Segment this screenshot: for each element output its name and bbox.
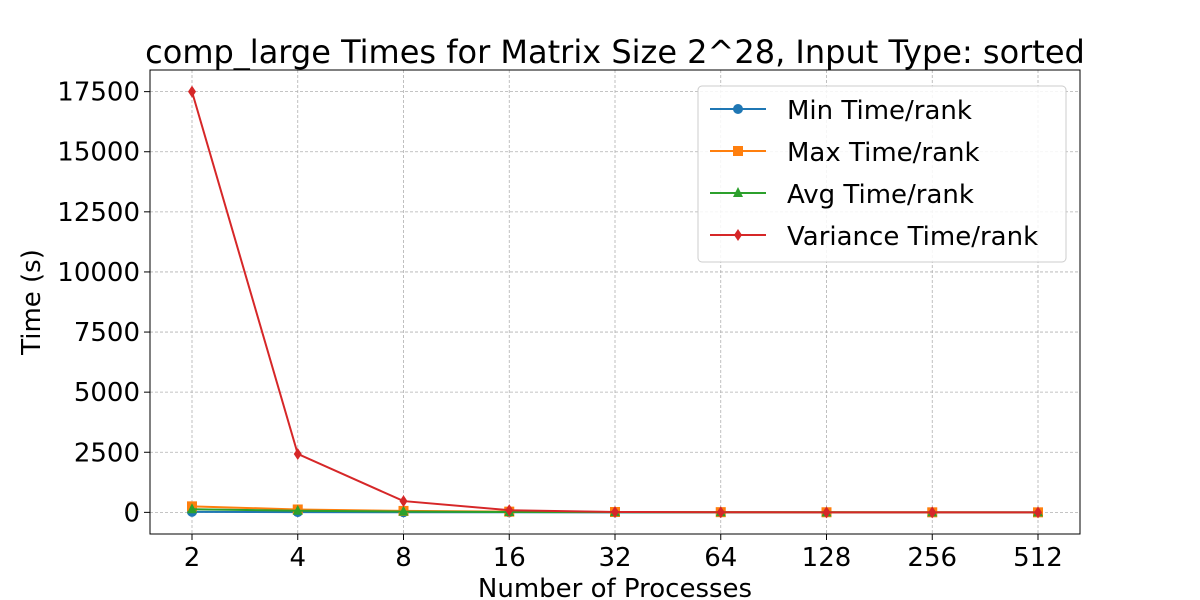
data-point [822,506,831,519]
x-tick-label: 64 [704,543,737,573]
x-tick-label: 8 [395,543,412,573]
y-tick-label: 10000 [57,258,140,288]
y-tick-label: 5000 [74,378,140,408]
legend-label: Max Time/rank [787,138,980,168]
data-point [292,504,303,515]
data-point [505,504,514,517]
y-tick-label: 0 [123,498,140,528]
y-tick-label: 7500 [74,318,140,348]
y-tick-label: 15000 [57,138,140,168]
data-point [398,505,409,516]
legend-marker [733,187,743,197]
legend-marker [733,146,743,156]
y-tick-label: 12500 [57,198,140,228]
data-point [611,506,619,519]
legend-item: Min Time/rank [710,96,972,126]
x-tick-label: 32 [598,543,631,573]
legend-box [697,85,1067,263]
data-point [187,503,197,514]
legend-item: Max Time/rank [710,138,980,168]
x-tick-label: 128 [802,543,852,573]
legend-label: Variance Time/rank [787,222,1038,252]
series-4 [188,85,1042,519]
data-point [399,495,408,508]
data-point [716,506,725,519]
x-axis-label: Number of Processes [478,574,752,600]
legend-item: Avg Time/rank [710,180,974,210]
y-tick-label: 2500 [74,438,140,468]
legend-marker [733,104,743,114]
data-point [1034,506,1042,519]
x-tick-label: 16 [493,543,526,573]
legend-item: Variance Time/rank [710,222,1038,252]
legend-marker [734,229,742,241]
x-tick-label: 256 [907,543,957,573]
x-tick-label: 4 [289,543,306,573]
chart-title: comp_large Times for Matrix Size 2^28, I… [145,33,1085,71]
legend-label: Min Time/rank [787,96,972,126]
data-point [928,506,937,519]
x-tick-label: 512 [1013,543,1063,573]
series-layer [187,85,1043,519]
legend-label: Avg Time/rank [787,180,974,210]
x-tick-label: 2 [184,543,201,573]
y-axis: 0 2500 5000 7500 10000 12500 15000 17500 [57,78,150,528]
legend: Min Time/rank Max Time/rank Avg Time/rank V… [697,85,1067,263]
data-point [293,447,302,460]
x-axis: 2 4 8 16 32 64 128 256 512 [184,534,1063,573]
y-axis-label: Time (s) [17,249,47,356]
y-tick-label: 17500 [57,78,140,108]
data-point [188,85,196,98]
